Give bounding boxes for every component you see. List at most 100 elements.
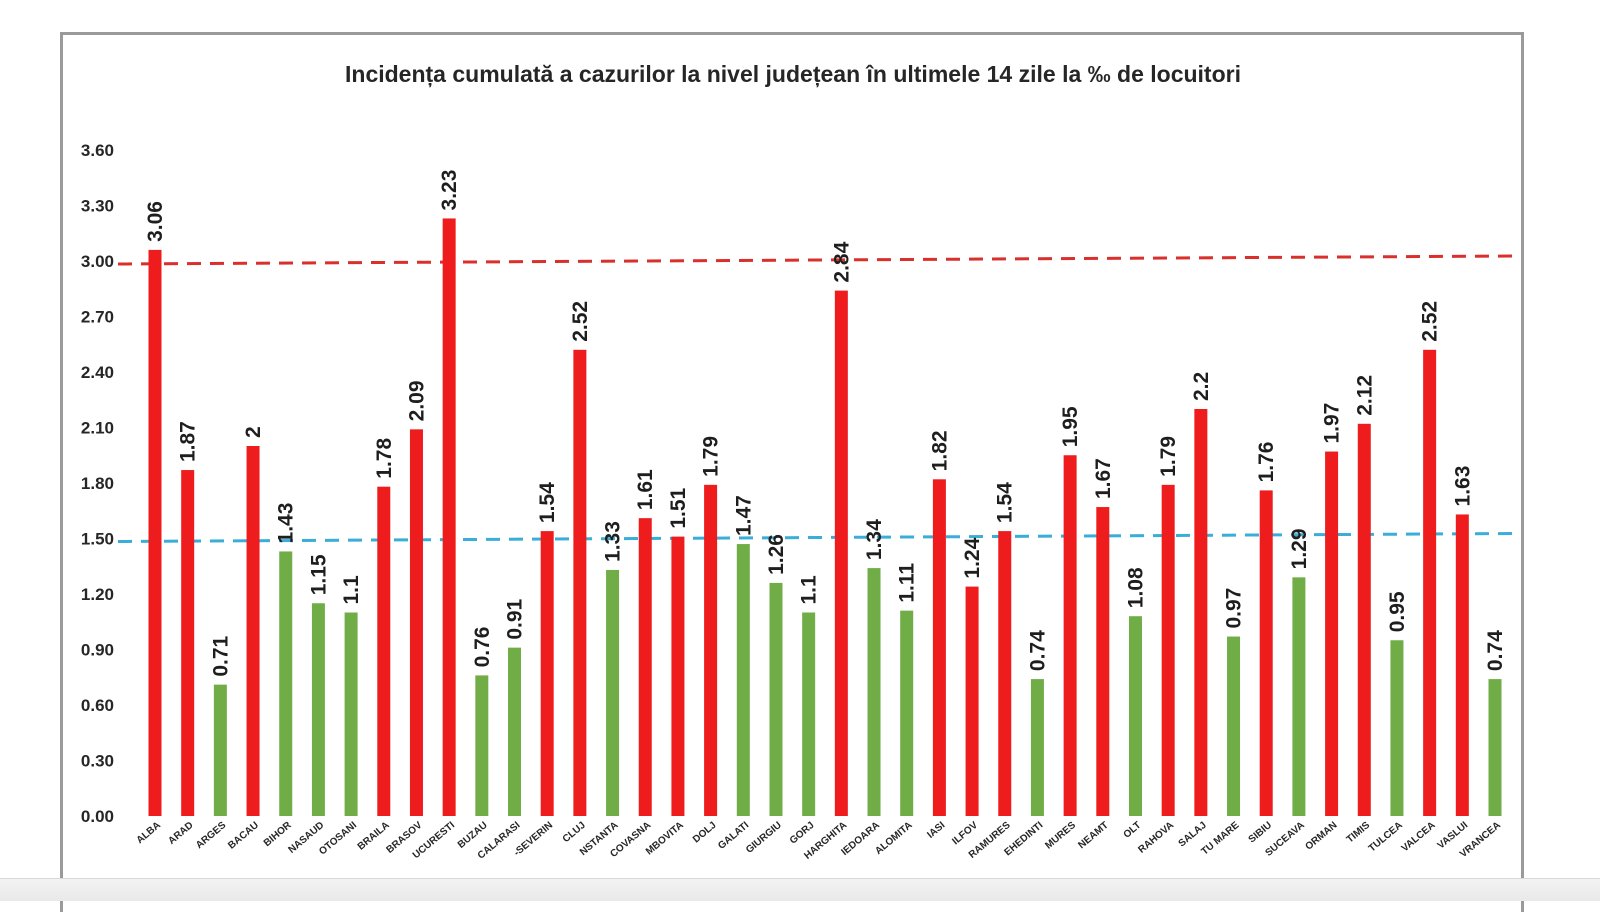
category-label: GORJ: [788, 820, 817, 847]
bar: [1227, 636, 1241, 816]
threshold-lines: [117, 254, 1519, 543]
data-label: 0.91: [504, 598, 527, 639]
data-label: 1.82: [928, 430, 951, 471]
data-label: 1.15: [307, 554, 330, 595]
data-label: 1.97: [1321, 403, 1344, 444]
bar: [834, 290, 848, 817]
data-label: 1.61: [634, 469, 657, 510]
category-label: MURES: [1043, 820, 1078, 852]
category-label: SIBIU: [1247, 820, 1275, 846]
bar: [311, 603, 325, 816]
bar: [769, 582, 783, 816]
bar: [148, 249, 162, 816]
data-label: 1.79: [700, 436, 723, 477]
data-label: 1.08: [1124, 567, 1147, 608]
bar: [1455, 514, 1469, 816]
data-label: 1.1: [340, 575, 363, 605]
bar: [638, 518, 652, 816]
y-tick-label: 1.50: [81, 530, 114, 549]
bar: [802, 612, 816, 816]
bar: [998, 531, 1012, 816]
bar: [736, 544, 750, 816]
category-label: VALCEA: [1400, 820, 1438, 854]
bar: [213, 684, 227, 816]
bar: [932, 479, 946, 816]
data-label: 0.71: [209, 635, 232, 676]
bar: [344, 612, 358, 816]
category-label: TIMIS: [1345, 820, 1373, 846]
y-tick-label: 0.30: [81, 752, 114, 771]
bar: [1423, 349, 1437, 816]
bar: [508, 647, 522, 816]
data-label: 1.87: [177, 421, 200, 462]
data-label: 1.24: [961, 537, 984, 578]
data-label: 1.95: [1059, 406, 1082, 447]
y-tick-label: 2.40: [81, 363, 114, 382]
data-label: 0.74: [1484, 630, 1507, 671]
y-tick-label: 3.60: [81, 141, 114, 160]
data-label: 1.34: [863, 519, 886, 560]
bar: [181, 470, 195, 816]
bar: [1390, 640, 1404, 816]
data-label: 0.76: [471, 627, 494, 668]
data-label: 1.1: [798, 575, 821, 605]
bar: [965, 586, 979, 816]
data-label: 1.54: [536, 482, 559, 523]
y-tick-label: 1.20: [81, 585, 114, 604]
bar: [1325, 451, 1339, 816]
bar: [606, 569, 620, 816]
threshold-line-3: [117, 254, 1519, 266]
data-label: 2.52: [569, 301, 592, 342]
category-label: GIURGIU: [744, 820, 784, 856]
data-label: 0.74: [1026, 630, 1049, 671]
data-label: 1.33: [602, 521, 625, 562]
data-label: 1.79: [1157, 436, 1180, 477]
data-label: 0.97: [1223, 588, 1246, 629]
chart-title: Incidența cumulată a cazurilor la nivel …: [345, 61, 1241, 88]
bar: [377, 486, 391, 816]
bar: [442, 218, 456, 816]
bar: [1194, 409, 1208, 816]
y-tick-label: 3.30: [81, 197, 114, 216]
category-label: BACAU: [226, 820, 261, 852]
bar: [1488, 679, 1502, 816]
bar: [867, 568, 881, 816]
data-label: 0.95: [1386, 591, 1409, 632]
bar: [1096, 507, 1110, 816]
bar: [1357, 423, 1371, 816]
data-label: 1.78: [373, 438, 396, 479]
data-label: 2.09: [405, 380, 428, 421]
bar: [1128, 616, 1142, 816]
data-label: 1.47: [732, 495, 755, 536]
category-label: DOLJ: [691, 820, 719, 846]
bar: [1259, 490, 1273, 816]
data-label: 1.76: [1255, 442, 1278, 483]
category-label: RAHOVA: [1136, 820, 1176, 856]
threshold-line-1-5: [117, 532, 1519, 543]
bar: [279, 551, 293, 816]
bar: [671, 536, 685, 816]
window-bottom-edge: [0, 878, 1600, 901]
bar: [573, 349, 587, 816]
category-label: OLT: [1122, 820, 1144, 841]
category-label: NEAMT: [1076, 820, 1110, 851]
data-label: 1.43: [275, 503, 298, 544]
y-tick-label: 0.90: [81, 641, 114, 660]
bar: [1063, 455, 1077, 816]
data-label: 2.84: [830, 241, 853, 282]
bar: [1292, 577, 1306, 816]
category-label: CLUJ: [561, 820, 588, 845]
data-label: 1.29: [1288, 528, 1311, 569]
category-label: IASI: [925, 820, 947, 841]
data-label: 1.51: [667, 487, 690, 528]
bar: [704, 484, 718, 816]
category-label: ALBA: [135, 820, 163, 846]
bar: [900, 610, 914, 816]
y-tick-label: 2.70: [81, 308, 114, 327]
category-label: ILFOV: [950, 820, 980, 848]
y-axis: 0.00 0.30 0.60 0.90 1.20 1.50 1.80 2.10 2.40 2.70…: [81, 141, 114, 826]
y-tick-label: 0.00: [81, 807, 114, 826]
bar: [475, 675, 489, 816]
data-label: 1.11: [896, 563, 919, 603]
